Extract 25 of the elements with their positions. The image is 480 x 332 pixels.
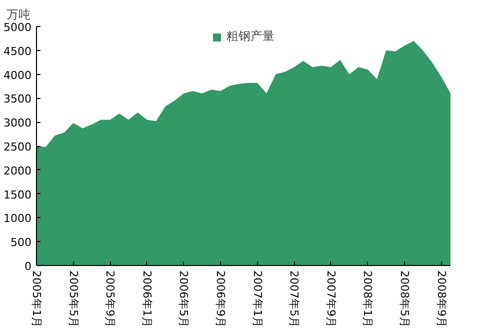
y-tick-label: 4500	[4, 44, 32, 58]
x-tick-label: 2008年5月	[398, 270, 411, 328]
x-tick-label: 2006年9月	[214, 270, 227, 328]
y-tick-label: 2500	[4, 140, 32, 154]
x-tick-label: 2008年9月	[434, 270, 448, 328]
y-tick-label: 4000	[4, 68, 32, 82]
x-tick-label: 2007年9月	[324, 270, 338, 328]
legend-label: 粗钢产量	[226, 28, 274, 45]
x-tick-label: 2005年5月	[66, 270, 80, 328]
x-tick-label: 2006年5月	[177, 270, 190, 328]
y-tick-label: 0	[24, 260, 32, 273]
y-tick-label: 500	[10, 236, 32, 250]
x-tick-label: 2005年9月	[104, 270, 117, 328]
x-tick-label: 2006年1月	[140, 270, 154, 328]
y-tick-label: 1000	[4, 212, 32, 226]
y-tick-label: 5000	[4, 21, 32, 34]
x-tick-label: 2008年1月	[361, 270, 374, 328]
x-tick-label: 2007年1月	[250, 270, 264, 328]
y-tick-label: 2000	[4, 164, 32, 178]
x-tick-label: 2007年5月	[288, 270, 301, 328]
x-tick-label: 2005年1月	[30, 270, 43, 328]
y-tick-label: 1500	[4, 188, 32, 202]
y-axis-title: 万吨	[6, 8, 30, 22]
y-tick-label: 3000	[4, 116, 32, 130]
y-tick-label: 3500	[4, 92, 32, 106]
